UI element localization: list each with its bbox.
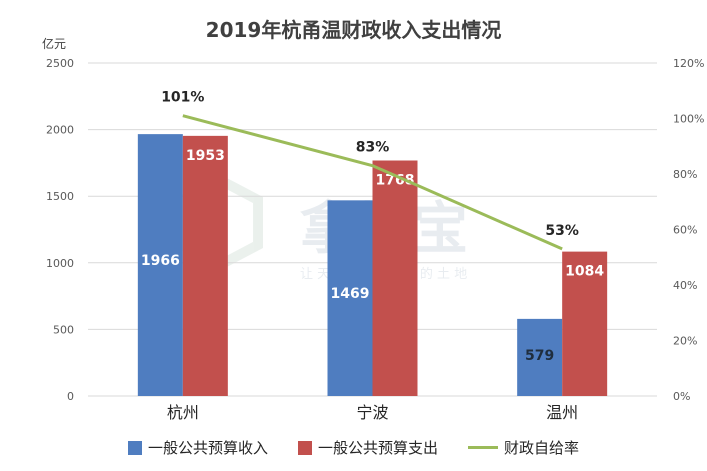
legend-swatch-expense [297, 440, 312, 455]
bar-expense [372, 160, 418, 396]
legend-swatch-income [127, 440, 142, 455]
bar-income [327, 200, 373, 396]
data-label-expense: 1084 [565, 264, 604, 280]
y2-tick-label: 20% [673, 335, 697, 348]
x-category-label: 温州 [546, 403, 578, 422]
bar-expense [182, 135, 228, 396]
data-label-ratio: 83% [356, 140, 390, 156]
y2-tick-label: 0% [673, 390, 690, 403]
legend-label-income: 一般公共预算收入 [147, 439, 268, 457]
data-label-income: 579 [525, 348, 554, 364]
data-label-expense: 1953 [186, 148, 225, 164]
legend-label-expense: 一般公共预算支出 [317, 439, 438, 457]
y2-tick-label: 60% [673, 224, 697, 237]
y-tick-label: 1500 [46, 190, 74, 203]
y2-tick-label: 80% [673, 168, 697, 181]
data-label-income: 1469 [331, 286, 370, 302]
legend-item-expense: 一般公共预算支出 [297, 437, 438, 458]
chart-legend: 一般公共预算收入 一般公共预算支出 财政自给率 [0, 437, 707, 458]
legend-label-ratio: 财政自给率 [504, 439, 580, 457]
y-tick-label: 1000 [46, 257, 74, 270]
y2-tick-label: 100% [673, 113, 704, 126]
bar-income [517, 318, 563, 396]
y-tick-label: 2000 [46, 124, 74, 137]
y2-tick-label: 120% [673, 57, 704, 70]
y-axis-unit-label: 亿元 [42, 37, 67, 51]
y2-tick-label: 40% [673, 279, 697, 292]
y-tick-label: 2500 [46, 57, 74, 70]
bar-expense [562, 251, 608, 396]
y-tick-label: 500 [53, 323, 74, 336]
x-category-label: 杭州 [167, 403, 199, 422]
bar-income [137, 134, 183, 397]
data-label-ratio: 53% [545, 223, 579, 239]
x-category-label: 宁波 [356, 403, 388, 422]
legend-swatch-ratio [468, 446, 498, 449]
legend-item-income: 一般公共预算收入 [127, 437, 268, 458]
data-label-income: 1966 [141, 253, 180, 269]
chart-title: 2019年杭甬温财政收入支出情况 [205, 18, 502, 42]
data-label-expense: 1768 [376, 173, 415, 189]
legend-item-ratio: 财政自给率 [468, 437, 579, 458]
y-tick-label: 0 [67, 390, 74, 403]
data-label-ratio: 101% [161, 90, 204, 106]
ratio-line [182, 114, 563, 251]
